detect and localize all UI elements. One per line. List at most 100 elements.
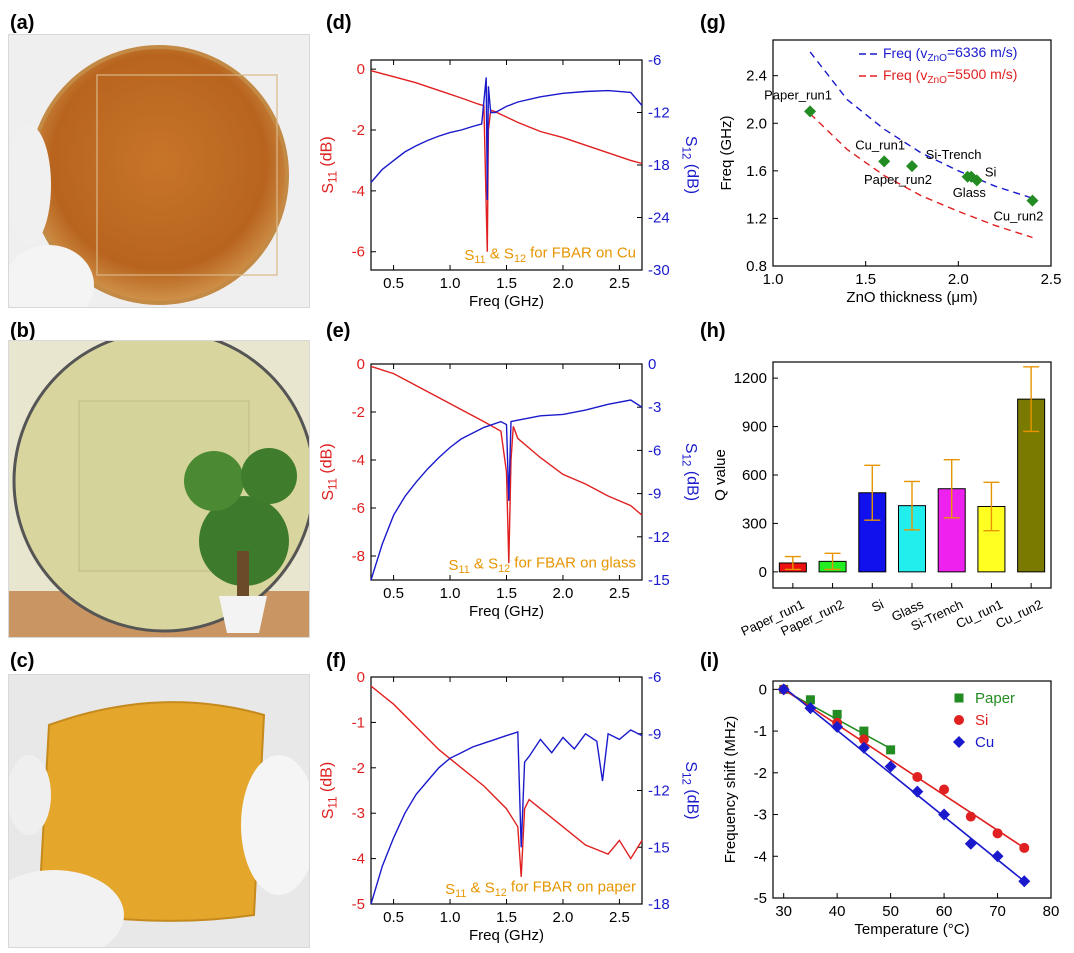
y-left-tick-label: -4 (352, 452, 365, 469)
legend-label: Paper (975, 690, 1015, 707)
x-tick-label: 2.0 (553, 909, 574, 926)
data-point-si (912, 771, 923, 782)
photo-copper-wafer (8, 34, 310, 308)
data-point (878, 155, 891, 168)
x-tick-label: 70 (989, 903, 1006, 920)
series-s12-line (370, 729, 643, 905)
y-tick-label: 0 (759, 564, 767, 581)
data-point-cu (911, 785, 924, 798)
x-axis-label: Temperature (°C) (854, 921, 969, 938)
x-tick-label: 0.5 (383, 909, 404, 926)
y-left-axis-label: S11 (dB) (319, 443, 340, 500)
data-point-si (1019, 842, 1030, 853)
series-s12-line (370, 399, 643, 581)
data-point-si (858, 734, 869, 745)
data-point-cu (991, 850, 1004, 863)
point-label: Cu_run1 (855, 137, 905, 152)
y-left-tick-label: -6 (352, 244, 365, 261)
y-right-tick-label: -18 (648, 896, 670, 913)
data-point-si (939, 784, 950, 795)
x-tick-label: 80 (1043, 903, 1060, 920)
point-label: Si (985, 164, 997, 179)
data-point-si (965, 811, 976, 822)
x-tick-label: 1.0 (763, 271, 784, 288)
y-tick-label: 300 (742, 515, 767, 532)
photo-paper-substrate (8, 674, 310, 948)
photo-glass-wafer (8, 340, 310, 638)
x-tick-label: 2.0 (553, 275, 574, 292)
y-tick-label: -1 (754, 723, 767, 740)
data-point-cu (804, 702, 817, 715)
data-point-paper (832, 709, 842, 719)
x-tick-label: 2.5 (609, 275, 630, 292)
x-tick-label: Si (869, 597, 886, 616)
y-right-tick-label: -15 (648, 839, 670, 856)
y-left-tick-label: -2 (352, 122, 365, 139)
data-point (906, 160, 918, 173)
point-label: Paper_run2 (864, 172, 932, 187)
y-tick-label: 0 (759, 681, 767, 698)
y-left-tick-label: -1 (352, 714, 365, 731)
data-point-si (992, 828, 1003, 839)
y-right-tick-label: -9 (648, 486, 661, 503)
legend-marker (954, 693, 964, 703)
chart-d: 0.5 1.0 1.5 2.0 2.5 Freq (GHz) 0 -2 -4 -6 -6 -12 -18… (319, 52, 701, 310)
y-right-tick-label: -3 (648, 399, 661, 416)
data-point-cu (964, 837, 977, 850)
panel-label-d: (d) (326, 12, 352, 34)
photo-c-drawing (9, 675, 309, 947)
y-left-tick-label: -4 (352, 183, 365, 200)
y-tick-label: 1.6 (746, 163, 767, 180)
x-tick-label: 1.5 (496, 275, 517, 292)
y-right-axis-label: S12 (dB) (680, 761, 701, 819)
y-tick-label: -2 (754, 765, 767, 782)
data-point-paper (805, 695, 815, 705)
data-point (1026, 194, 1039, 207)
y-left-tick-label: 0 (357, 356, 365, 373)
y-left-tick-label: -2 (352, 760, 365, 777)
fit-line-si (783, 688, 1025, 849)
x-axis-label: ZnO thickness (μm) (846, 289, 977, 306)
data-point-cu (857, 741, 870, 754)
y-left-tick-label: 0 (357, 669, 365, 686)
y-axis-label: Frequency shift (MHz) (722, 716, 739, 864)
data-point (970, 174, 983, 187)
y-right-axis-label: S12 (dB) (680, 443, 701, 501)
panel-label-g: (g) (700, 12, 726, 34)
x-tick-label: 2.0 (553, 585, 574, 602)
data-point-paper (859, 726, 869, 736)
y-left-tick-label: -2 (352, 404, 365, 421)
x-tick-label: 1.0 (440, 275, 461, 292)
y-right-tick-label: -12 (648, 783, 670, 800)
x-tick-label: 1.0 (440, 909, 461, 926)
y-left-tick-label: -8 (352, 548, 365, 565)
y-tick-label: 600 (742, 467, 767, 484)
plot-frame (772, 680, 1052, 899)
legend-label: Cu (975, 734, 994, 751)
y-axis-label: Q value (712, 449, 729, 501)
series-s11-line (370, 365, 643, 564)
x-tick-label: 1.5 (855, 271, 876, 288)
legend-entry: Freq (vZnO=5500 m/s) (883, 66, 1017, 86)
point-label: Glass (953, 185, 987, 200)
x-tick-label: 30 (775, 903, 792, 920)
chart-f: 0.5 1.0 1.5 2.0 2.5 Freq (GHz) 0 -1 -2 -3 -4 -5 -6 -9… (319, 669, 701, 944)
y-left-axis-label: S11 (dB) (319, 762, 340, 819)
legend-marker (954, 715, 964, 725)
model-curve-2 (809, 113, 1033, 239)
data-point-cu (884, 760, 897, 773)
chart-e: 0.5 1.0 1.5 2.0 2.5 Freq (GHz) 0 -2 -4 -6 -8 0 -3 -6 -… (319, 356, 701, 620)
y-right-tick-label: -12 (648, 529, 670, 546)
x-tick-label: 40 (829, 903, 846, 920)
fit-line-cu (783, 686, 1025, 882)
panel-label-f: (f) (326, 650, 346, 672)
data-point-cu (831, 720, 844, 733)
y-tick-label: -5 (754, 890, 767, 907)
legend-marker (953, 736, 965, 748)
y-tick-label: 0.8 (746, 258, 767, 275)
x-tick-label: 2.5 (609, 585, 630, 602)
y-tick-label: 2.0 (746, 115, 767, 132)
plot-frame (772, 39, 1052, 267)
panel-label-e: (e) (326, 320, 351, 342)
